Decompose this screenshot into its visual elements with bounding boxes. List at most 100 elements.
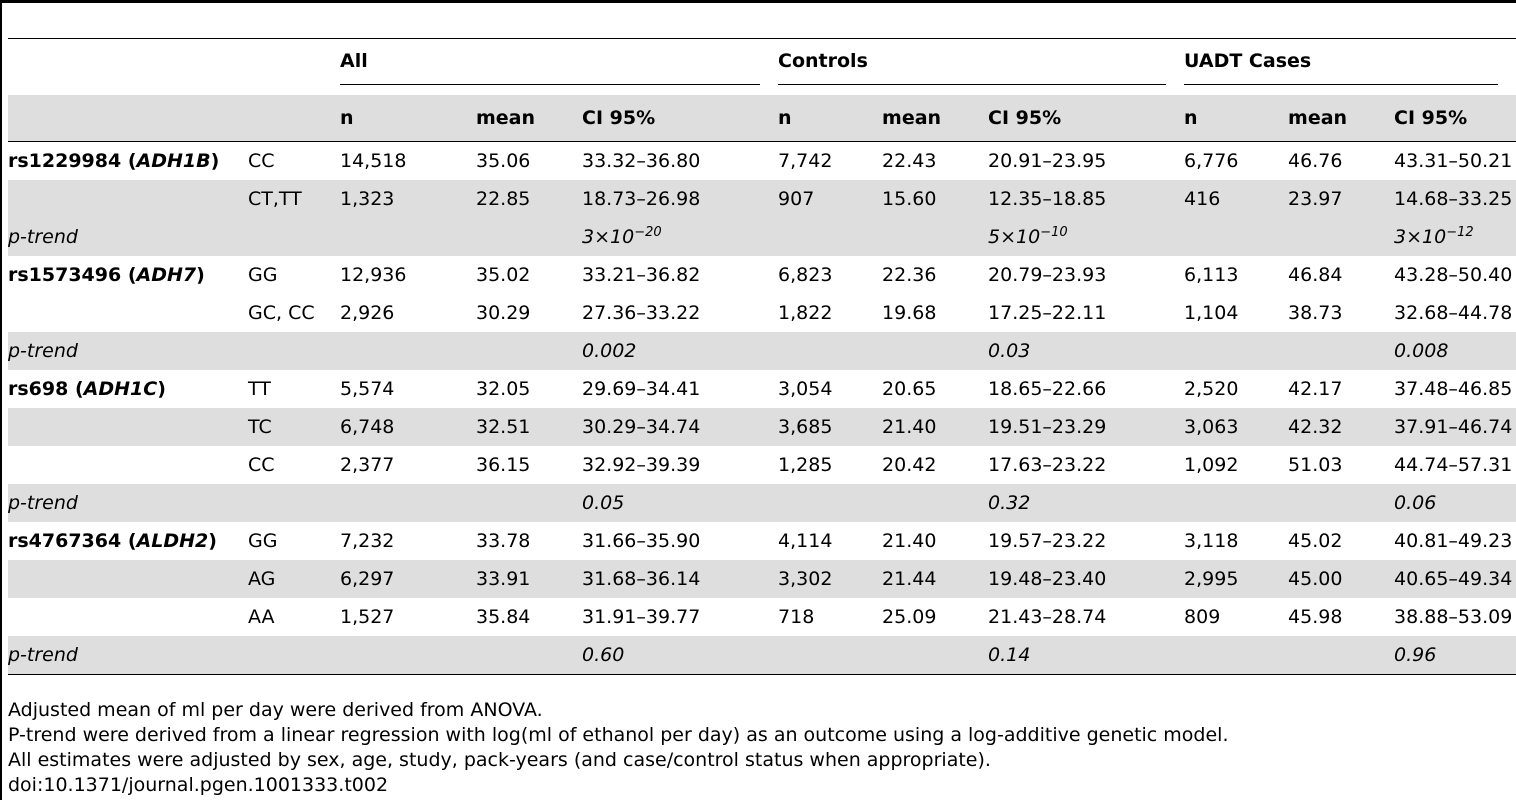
snp-id: rs1229984	[8, 150, 122, 172]
controls-n-cell: 3,054	[778, 378, 833, 400]
p-trend-label: p-trend	[8, 636, 248, 675]
all-ci-cell: 31.91–39.77	[582, 606, 701, 628]
controls-mean-cell: 22.36	[882, 264, 937, 286]
genotype-cell: GG	[248, 264, 278, 286]
col-header-ci: CI 95%	[1394, 95, 1516, 142]
all-ci-cell: 30.29–34.74	[582, 408, 779, 446]
controls-mean-cell: 21.44	[882, 560, 989, 598]
controls-p-value-cell: 0.03	[988, 332, 1185, 370]
all-n-cell: 6,297	[340, 560, 476, 598]
p-value-exponent: −12	[1446, 225, 1474, 240]
empty-cell	[248, 332, 340, 370]
col-header-mean: mean	[1288, 95, 1395, 142]
p-value: 3×10	[582, 226, 635, 248]
controls-ci-cell: 19.51–23.29	[988, 408, 1185, 446]
table-row: TC 6,748 32.51 30.29–34.74 3,685 21.40 19.51–2…	[8, 408, 1516, 446]
group-header-controls: Controls	[778, 38, 1185, 95]
table-row: GC, CC 2,926 30.29 27.36–33.22 1,822 19.68 17.…	[8, 294, 1516, 332]
col-header-ci: CI 95%	[582, 95, 779, 142]
all-n-cell: 2,377	[340, 454, 395, 476]
empty-cell	[476, 332, 582, 370]
controls-ci-cell: 17.63–23.22	[988, 454, 1107, 476]
empty-cell	[340, 332, 476, 370]
controls-ci-cell: 18.65–22.66	[988, 378, 1107, 400]
table-row: CT,TT 1,323 22.85 18.73–26.98 907 15.60 12.35–…	[8, 180, 1516, 218]
p-value: 0.03	[988, 340, 1031, 362]
p-value: 3×10	[1394, 226, 1447, 248]
empty-cell	[778, 332, 883, 370]
empty-cell	[1184, 332, 1289, 370]
all-ci-cell: 18.73–26.98	[582, 180, 779, 218]
controls-ci-cell: 21.43–28.74	[988, 606, 1107, 628]
empty-cell	[248, 636, 340, 675]
p-value: 0.06	[1394, 492, 1437, 514]
genotype-cell: TT	[248, 378, 271, 400]
controls-mean-cell: 25.09	[882, 606, 937, 628]
cases-mean-cell: 23.97	[1288, 180, 1395, 218]
all-n-cell: 7,232	[340, 530, 395, 552]
empty-cell	[1288, 332, 1395, 370]
empty-cell	[1184, 636, 1289, 675]
empty-cell	[248, 484, 340, 522]
snp-cell: rs4767364 (ALDH2)	[8, 530, 217, 552]
cases-n-cell: 1,104	[1184, 302, 1239, 324]
snp-cell	[8, 180, 248, 218]
p-trend-label: p-trend	[8, 484, 248, 522]
empty-cell	[1288, 484, 1395, 522]
table-row: AG 6,297 33.91 31.68–36.14 3,302 21.44 19.48–2…	[8, 560, 1516, 598]
empty-cell	[1184, 218, 1289, 256]
group-header-cases: UADT Cases	[1184, 38, 1516, 95]
all-mean-cell: 33.91	[476, 560, 582, 598]
cases-mean-cell: 45.98	[1288, 606, 1343, 628]
p-value: 0.14	[988, 644, 1031, 666]
empty-cell	[778, 218, 883, 256]
all-mean-cell: 32.05	[476, 378, 531, 400]
controls-n-cell: 3,302	[778, 560, 883, 598]
table-footnotes: Adjusted mean of ml per day were derived…	[8, 698, 1508, 798]
cases-p-value-cell: 0.06	[1394, 484, 1516, 522]
controls-n-cell: 1,822	[778, 302, 833, 324]
table-row: rs1229984 (ADH1B) CC 14,518 35.06 33.32–36.8…	[8, 142, 1516, 181]
cases-ci-cell: 38.88–53.09	[1394, 606, 1513, 628]
all-p-value-cell: 3×10−20	[582, 218, 779, 256]
snp-cell	[8, 560, 248, 598]
cases-n-cell: 809	[1184, 606, 1221, 628]
snp-id: rs4767364	[8, 530, 122, 552]
cases-mean-cell: 46.76	[1288, 150, 1343, 172]
controls-ci-cell: 19.48–23.40	[988, 560, 1185, 598]
controls-p-value-cell: 5×10−10	[988, 218, 1185, 256]
cases-p-value-cell: 3×10−12	[1394, 218, 1516, 256]
table-row: rs698 (ADH1C) TT 5,574 32.05 29.69–34.41 3,05…	[8, 370, 1516, 408]
left-rule	[0, 0, 2, 800]
all-p-value-cell: 0.60	[582, 636, 779, 675]
p-trend-row: p-trend 0.002 0.03 0.008	[8, 332, 1516, 370]
genotype-cell: GC, CC	[248, 302, 315, 324]
p-trend-label: p-trend	[8, 332, 248, 370]
snp-cell: rs1229984 (ADH1B)	[8, 150, 220, 172]
cases-n-cell: 3,118	[1184, 530, 1239, 552]
cases-ci-cell: 43.28–50.40	[1394, 264, 1513, 286]
p-trend-label: p-trend	[8, 218, 248, 256]
all-p-value-cell: 0.002	[582, 332, 779, 370]
gene-name: ADH7	[136, 264, 197, 286]
cases-n-cell: 2,995	[1184, 560, 1289, 598]
genotype-cell: AA	[248, 606, 275, 628]
controls-ci-cell: 19.57–23.22	[988, 530, 1107, 552]
all-mean-cell: 35.06	[476, 150, 531, 172]
cases-mean-cell: 51.03	[1288, 454, 1343, 476]
cases-ci-cell: 37.91–46.74	[1394, 408, 1516, 446]
all-n-cell: 1,323	[340, 180, 476, 218]
cases-mean-cell: 42.32	[1288, 408, 1395, 446]
all-mean-cell: 36.15	[476, 454, 531, 476]
data-table: All Controls UADT Cases n mean CI 95% n …	[8, 38, 1516, 675]
p-value: 5×10	[988, 226, 1041, 248]
p-value: 0.008	[1394, 340, 1449, 362]
cases-mean-cell: 45.00	[1288, 560, 1395, 598]
cases-ci-cell: 14.68–33.25	[1394, 180, 1516, 218]
p-value-exponent: −10	[1040, 225, 1068, 240]
controls-n-cell: 4,114	[778, 530, 833, 552]
cases-p-value-cell: 0.008	[1394, 332, 1516, 370]
cases-n-cell: 1,092	[1184, 454, 1239, 476]
snp-cell	[8, 598, 248, 636]
